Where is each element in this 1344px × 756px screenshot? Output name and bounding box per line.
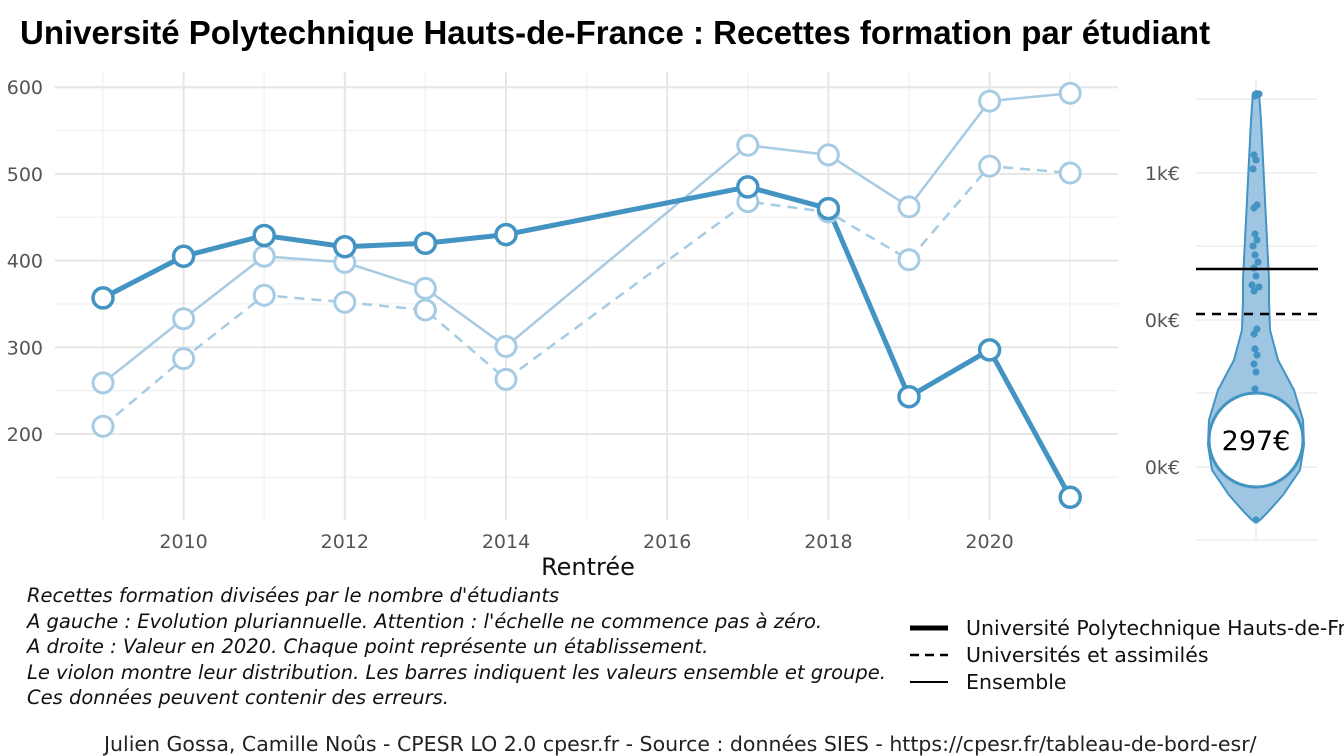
x-tick-label: 2010 xyxy=(159,531,207,553)
data-point xyxy=(413,276,437,300)
x-tick-labels: 2010 2012 2014 2016 2018 2020 xyxy=(159,531,1013,553)
x-tick-label: 2012 xyxy=(321,531,369,553)
data-point xyxy=(494,367,518,391)
x-tick-label: 2016 xyxy=(643,531,691,553)
data-point xyxy=(91,371,115,395)
data-point xyxy=(413,231,438,256)
violin-chart: 1k€ 0k€ 0k€ 297€ xyxy=(1145,80,1318,541)
x-tick-label: 2018 xyxy=(804,531,852,553)
data-point xyxy=(333,234,357,259)
institution-point xyxy=(1251,230,1259,238)
data-point xyxy=(978,89,1002,113)
institution-point xyxy=(1252,368,1260,376)
y-tick-label: 400 xyxy=(7,251,43,273)
note-line: A droite : Valeur en 2020. Chaque point … xyxy=(27,635,709,658)
data-point xyxy=(978,154,1002,178)
institution-point xyxy=(1251,385,1259,393)
data-point xyxy=(816,143,840,167)
source-credit: Julien Gossa, Camille Noûs - CPESR LO 2.… xyxy=(104,732,1257,756)
data-point xyxy=(1058,485,1082,510)
data-point xyxy=(252,283,276,307)
data-point xyxy=(1058,161,1082,185)
series-line xyxy=(102,164,1071,428)
data-point xyxy=(1058,81,1082,105)
violin-y-tick-label: 1k€ xyxy=(1145,163,1180,185)
institution-point xyxy=(1249,242,1257,250)
violin-y-tick-labels: 1k€ 0k€ 0k€ xyxy=(1145,163,1180,479)
line-chart-grid xyxy=(55,72,1118,520)
data-point xyxy=(897,248,921,272)
legend-label: Universités et assimilés xyxy=(966,643,1209,667)
data-point xyxy=(171,244,196,269)
note-line: A gauche : Evolution pluriannuelle. Atte… xyxy=(27,610,823,633)
institution-point xyxy=(1250,287,1258,295)
value-badge-label: 297€ xyxy=(1222,426,1291,457)
data-point xyxy=(252,223,276,248)
data-point xyxy=(494,334,518,358)
data-point xyxy=(897,195,921,219)
institution-point xyxy=(1251,345,1259,353)
data-point xyxy=(736,133,760,157)
series-points xyxy=(91,81,1082,510)
violin-y-tick-label: 0k€ xyxy=(1145,310,1180,332)
legend-label: Ensemble xyxy=(966,670,1067,694)
institution-point xyxy=(1253,236,1261,244)
institution-point xyxy=(1250,360,1258,368)
institution-point xyxy=(1252,272,1260,280)
data-point xyxy=(172,307,196,331)
data-point xyxy=(736,175,760,199)
institution-point xyxy=(1253,351,1261,359)
x-axis-label: Rentrée xyxy=(541,553,635,581)
legend-label: Université Polytechnique Hauts-de-France xyxy=(966,616,1344,640)
y-tick-labels: 200 300 400 500 600 xyxy=(7,77,43,446)
value-badge xyxy=(1207,391,1305,489)
chart-title: Université Polytechnique Hauts-de-France… xyxy=(20,14,1211,51)
data-point xyxy=(252,244,276,268)
y-tick-label: 200 xyxy=(7,424,43,446)
x-tick-label: 2014 xyxy=(482,531,530,553)
data-point xyxy=(172,347,196,371)
institution-point xyxy=(1251,251,1259,259)
data-point xyxy=(413,298,437,322)
data-point xyxy=(816,196,841,221)
y-tick-label: 600 xyxy=(7,77,43,99)
legend-swatch-dashed xyxy=(910,653,948,657)
institution-point xyxy=(1249,165,1257,173)
y-tick-label: 500 xyxy=(7,164,43,186)
institution-point xyxy=(1251,92,1259,100)
institution-point xyxy=(1250,204,1258,212)
institution-point xyxy=(1252,156,1260,164)
data-point xyxy=(494,222,518,247)
institution-point xyxy=(1254,258,1262,266)
note-line: Recettes formation divisées par le nombr… xyxy=(27,584,560,607)
data-point xyxy=(91,414,115,438)
institution-point xyxy=(1252,516,1260,524)
line-chart: 200 300 400 500 600 2010 2012 2014 2016 2018 2020… xyxy=(7,72,1118,581)
data-point xyxy=(91,286,115,310)
violin-y-tick-label: 0k€ xyxy=(1145,457,1180,479)
y-tick-label: 300 xyxy=(7,337,43,359)
note-line: Ces données peuvent contenir des erreurs… xyxy=(27,686,449,709)
note-line: Le violon montre leur distribution. Les … xyxy=(27,661,886,684)
legend-swatch-solid-thin xyxy=(910,681,948,683)
data-point xyxy=(977,338,1002,362)
institution-point xyxy=(1248,281,1256,289)
legend-swatch-solid-bold xyxy=(910,625,948,631)
institution-point xyxy=(1255,283,1263,291)
x-tick-label: 2020 xyxy=(965,531,1013,553)
data-point xyxy=(333,290,357,314)
data-point xyxy=(897,384,921,409)
institution-point xyxy=(1250,330,1258,338)
